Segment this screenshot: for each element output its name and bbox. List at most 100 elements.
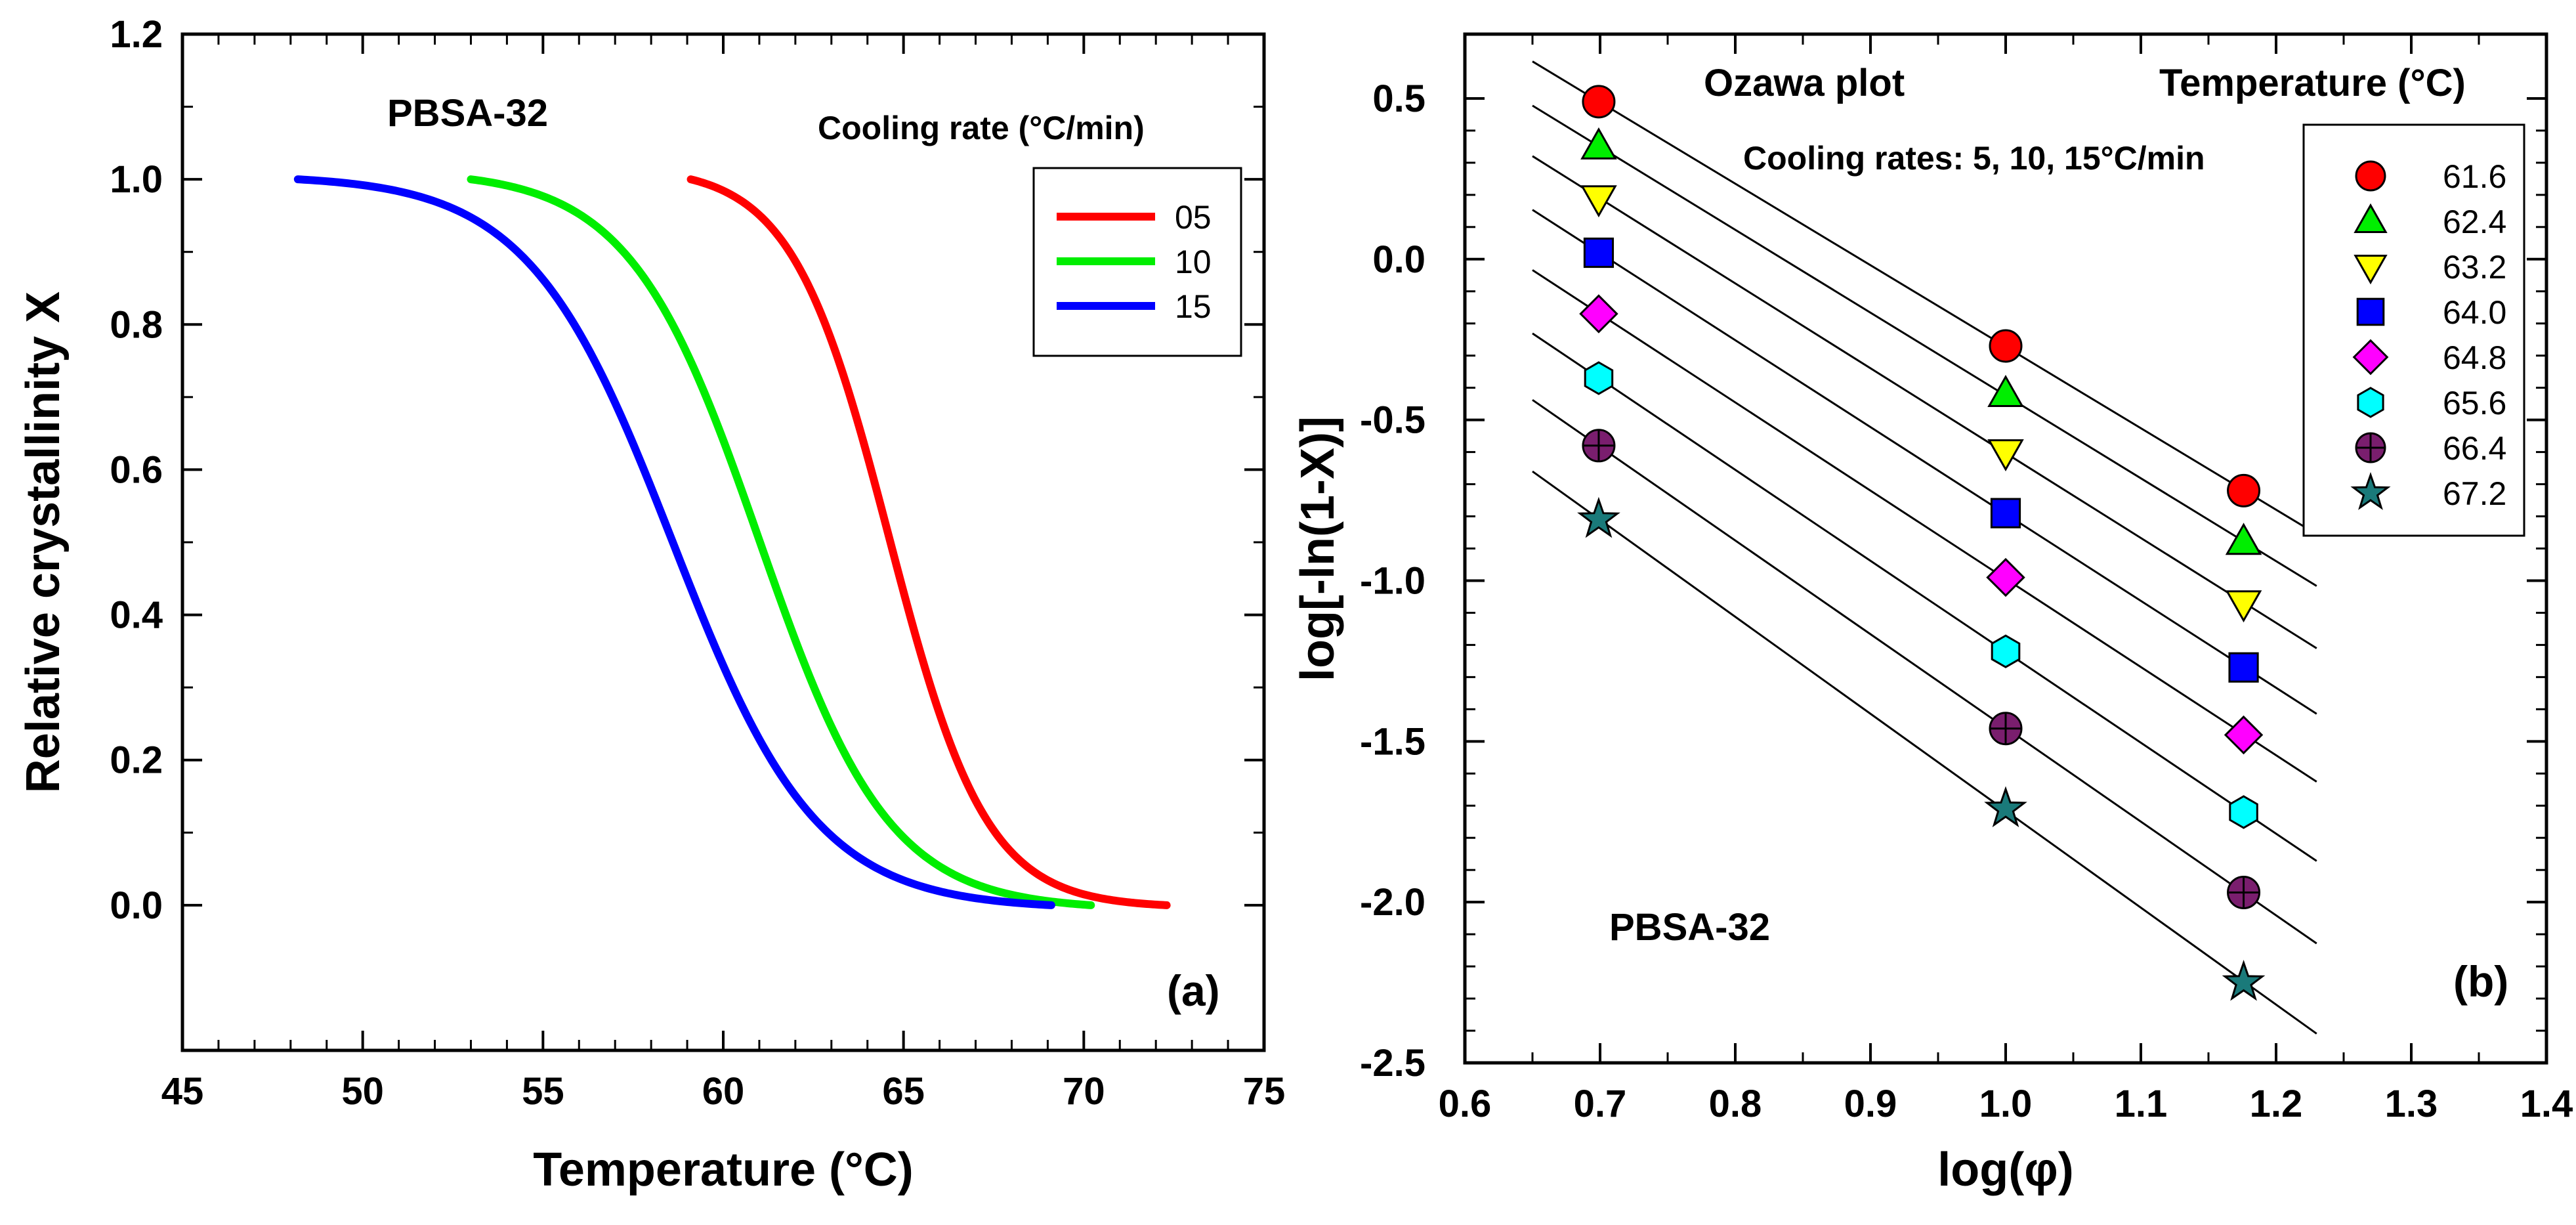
legend-label-63.2: 63.2	[2443, 249, 2506, 286]
panel-a-x-axis-title: Temperature (°C)	[533, 1144, 914, 1196]
legend-marker-61.6	[2355, 160, 2386, 192]
point-66.4-2	[1989, 712, 2023, 746]
point-65.6-3	[2229, 795, 2258, 829]
point-65.6-2	[1991, 634, 2021, 668]
point-64.0-3	[2228, 652, 2259, 683]
panel-a-y-tick-label: 0.4	[110, 594, 163, 637]
panel-a-y-tick-label: 1.0	[110, 158, 163, 201]
panel-a-y-tick-label: 0.8	[110, 303, 163, 346]
panel-b-x-tick-label: 1.2	[2250, 1083, 2303, 1125]
panel-b-x-tick-label: 1.1	[2115, 1083, 2168, 1125]
panel-a-x-tick-label: 70	[1063, 1070, 1105, 1113]
panel-a-x-tick-label: 50	[341, 1070, 384, 1113]
legend-marker-64.0	[2356, 297, 2385, 326]
panel-a-y-tick-label: 1.2	[110, 13, 163, 56]
point-65.6-1	[1584, 361, 1614, 395]
legend-marker-66.4	[2355, 432, 2386, 463]
panel-b-markers	[1577, 85, 2266, 1001]
point-62.4-1	[1580, 127, 1617, 160]
legend-label-10: 10	[1175, 244, 1212, 280]
panel-b-x-tick-label: 1.3	[2385, 1083, 2438, 1125]
panel-b-legend: 61.6 62.4 63.2 64.0 64.8 65.6 66.4 67.2	[2302, 123, 2525, 537]
point-61.6-1	[1582, 85, 1616, 119]
panel-b-y-tick-label: -2.5	[1360, 1042, 1425, 1085]
panel-b-x-tick-label: 0.9	[1844, 1083, 1897, 1125]
panel-a-x-tick-labels: 45 50 55 60 65 70 75	[161, 1070, 1286, 1113]
panel-b-y-tick-labels: -2.5 -2.0 -1.5 -1.0 -0.5 0.0 0.5	[1360, 77, 1425, 1085]
panel-a-legend-title: Cooling rate (°C/min)	[818, 110, 1145, 146]
panel-a-legend-box	[1032, 167, 1242, 357]
panel-b-x-axis-title: log(φ)	[1937, 1144, 2073, 1196]
panel-b-legend-title: Temperature (°C)	[2159, 62, 2466, 104]
point-66.4-1	[1582, 429, 1616, 463]
panel-b-x-tick-label: 0.6	[1439, 1083, 1492, 1125]
legend-label-61.6: 61.6	[2443, 158, 2506, 195]
panel-b-x-tick-label: 0.8	[1709, 1083, 1762, 1125]
point-63.2-1	[1580, 185, 1617, 218]
panel-b-tag: (b)	[2453, 957, 2508, 1006]
curve-cooling-10	[467, 175, 1095, 909]
panel-b-y-tick-label: -2.0	[1360, 881, 1425, 924]
legend-label-66.4: 66.4	[2443, 430, 2506, 467]
fit-line-66.4	[1532, 398, 2317, 945]
fit-line-64.8	[1532, 269, 2317, 783]
panel-b-subtitle: Cooling rates: 5, 10, 15°C/min	[1743, 140, 2205, 177]
panel-a: 45 50 55 60 65 70 75 0.0 0.2 0.4 0.6 0.8 1.0 1.2 Tem…	[17, 13, 1285, 1196]
legend-marker-65.6	[2357, 387, 2384, 418]
legend-label-65.6: 65.6	[2443, 385, 2506, 421]
panel-a-x-tick-label: 65	[882, 1070, 925, 1113]
panel-a-y-tick-label: 0.6	[110, 448, 163, 491]
panel-a-x-tick-label: 55	[522, 1070, 564, 1113]
curve-cooling-15	[293, 175, 1055, 909]
panel-a-x-tick-label: 75	[1243, 1070, 1286, 1113]
point-64.8-1	[1579, 294, 1618, 333]
legend-marker-64.8	[2352, 339, 2389, 376]
fit-line-65.6	[1532, 332, 2317, 862]
legend-label-64.8: 64.8	[2443, 339, 2506, 376]
point-67.2-1	[1577, 496, 1620, 538]
panel-b-y-tick-label: 0.5	[1372, 77, 1425, 120]
panel-b-y-axis-title: log[-ln(1-X)]	[1292, 416, 1344, 681]
panel-b-y-tick-label: -0.5	[1360, 399, 1425, 442]
panel-b-x-tick-labels: 0.6 0.7 0.8 0.9 1.0 1.1 1.2 1.3 1.4	[1439, 1083, 2573, 1125]
panel-a-ticks	[181, 33, 1265, 1050]
curve-cooling-05	[686, 175, 1171, 909]
point-67.2-3	[2222, 960, 2266, 1001]
fit-line-61.6	[1532, 60, 2317, 535]
fit-line-64.0	[1532, 209, 2317, 715]
point-64.0-2	[1990, 498, 2021, 528]
point-62.4-2	[1987, 375, 2024, 407]
legend-marker-63.2	[2354, 255, 2388, 285]
panel-b-y-tick-label: -1.0	[1360, 559, 1425, 602]
point-64.8-3	[2224, 715, 2264, 755]
point-61.6-3	[2227, 473, 2261, 507]
point-61.6-2	[1989, 329, 2023, 363]
panel-b-fit-lines	[1532, 60, 2317, 1035]
point-64.8-2	[1986, 557, 2025, 597]
point-62.4-3	[2225, 523, 2262, 555]
fit-line-62.4	[1532, 104, 2317, 587]
panel-b-ticks	[1464, 34, 2548, 1064]
panel-a-x-tick-label: 45	[161, 1070, 204, 1113]
panel-a-y-tick-label: 0.0	[110, 884, 163, 927]
panel-b-x-tick-label: 0.7	[1574, 1083, 1627, 1125]
legend-label-05: 05	[1175, 199, 1212, 236]
panel-a-curves	[293, 175, 1171, 909]
panel-b-legend-items: 61.6 62.4 63.2 64.0 64.8 65.6 66.4 67.2	[2350, 158, 2506, 512]
panel-b: 0.6 0.7 0.8 0.9 1.0 1.1 1.2 1.3 1.4 -2.5 -2.0 -1.5…	[1292, 32, 2573, 1196]
panel-a-x-tick-label: 60	[702, 1070, 745, 1113]
panel-a-y-tick-labels: 0.0 0.2 0.4 0.6 0.8 1.0 1.2	[110, 13, 163, 927]
panel-b-title: Ozawa plot	[1704, 62, 1905, 104]
panel-b-sample-label: PBSA-32	[1609, 906, 1770, 949]
point-63.2-2	[1987, 439, 2024, 472]
legend-label-64.0: 64.0	[2443, 294, 2506, 331]
panel-b-y-tick-label: 0.0	[1372, 238, 1425, 281]
point-67.2-2	[1984, 786, 2027, 828]
point-64.0-1	[1583, 237, 1615, 269]
legend-marker-62.4	[2354, 203, 2388, 233]
panel-a-legend-items: 05 10 15	[1057, 199, 1212, 325]
legend-label-67.2: 67.2	[2443, 475, 2506, 512]
panel-a-sample-label: PBSA-32	[387, 92, 548, 135]
legend-label-62.4: 62.4	[2443, 204, 2506, 240]
